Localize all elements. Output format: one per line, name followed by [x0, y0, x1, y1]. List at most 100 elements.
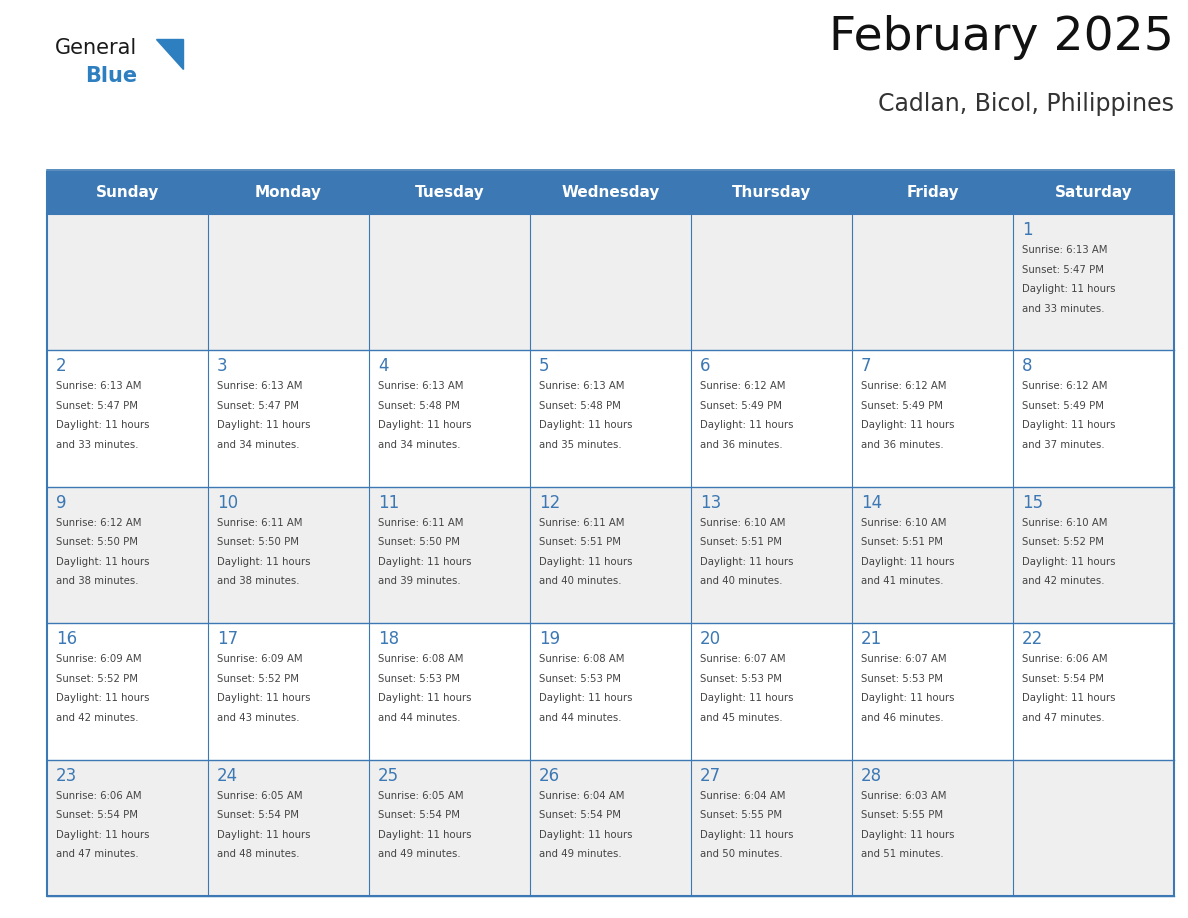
Text: Daylight: 11 hours: Daylight: 11 hours: [56, 693, 150, 703]
Text: Daylight: 11 hours: Daylight: 11 hours: [217, 830, 310, 840]
Bar: [1013, 487, 1174, 623]
Text: and 40 minutes.: and 40 minutes.: [539, 577, 621, 587]
Text: 5: 5: [539, 357, 550, 375]
Text: 17: 17: [217, 630, 238, 648]
Text: Thursday: Thursday: [732, 185, 811, 200]
Text: Daylight: 11 hours: Daylight: 11 hours: [378, 420, 472, 431]
Text: Friday: Friday: [906, 185, 959, 200]
Text: 22: 22: [1022, 630, 1043, 648]
Text: Sunset: 5:52 PM: Sunset: 5:52 PM: [217, 674, 299, 684]
Text: Sunset: 5:52 PM: Sunset: 5:52 PM: [56, 674, 138, 684]
Text: February 2025: February 2025: [829, 15, 1174, 60]
Bar: [369, 172, 530, 214]
Text: Daylight: 11 hours: Daylight: 11 hours: [539, 420, 632, 431]
Text: Sunset: 5:53 PM: Sunset: 5:53 PM: [539, 674, 621, 684]
Text: Daylight: 11 hours: Daylight: 11 hours: [217, 693, 310, 703]
Text: Sunset: 5:51 PM: Sunset: 5:51 PM: [861, 537, 943, 547]
Text: Sunrise: 6:12 AM: Sunrise: 6:12 AM: [700, 381, 785, 391]
Text: Sunrise: 6:10 AM: Sunrise: 6:10 AM: [861, 518, 947, 528]
Text: Sunrise: 6:09 AM: Sunrise: 6:09 AM: [56, 655, 141, 665]
Text: Daylight: 11 hours: Daylight: 11 hours: [217, 557, 310, 566]
Text: Sunset: 5:47 PM: Sunset: 5:47 PM: [1022, 264, 1104, 274]
Text: and 40 minutes.: and 40 minutes.: [700, 577, 783, 587]
Text: Blue: Blue: [86, 66, 137, 86]
Text: Daylight: 11 hours: Daylight: 11 hours: [56, 830, 150, 840]
Bar: [530, 214, 691, 351]
Bar: [530, 759, 691, 896]
Bar: [208, 351, 369, 487]
Text: Sunset: 5:54 PM: Sunset: 5:54 PM: [56, 810, 138, 820]
Bar: [208, 487, 369, 623]
Text: 14: 14: [861, 494, 883, 512]
Text: and 44 minutes.: and 44 minutes.: [539, 712, 621, 722]
Text: Sunrise: 6:11 AM: Sunrise: 6:11 AM: [217, 518, 303, 528]
Text: Daylight: 11 hours: Daylight: 11 hours: [378, 693, 472, 703]
Text: 10: 10: [217, 494, 238, 512]
Bar: [852, 214, 1013, 351]
Bar: [369, 214, 530, 351]
Text: Daylight: 11 hours: Daylight: 11 hours: [539, 557, 632, 566]
Text: Sunrise: 6:12 AM: Sunrise: 6:12 AM: [56, 518, 141, 528]
Text: 15: 15: [1022, 494, 1043, 512]
Text: 27: 27: [700, 767, 721, 785]
Text: Daylight: 11 hours: Daylight: 11 hours: [700, 557, 794, 566]
Text: Sunrise: 6:13 AM: Sunrise: 6:13 AM: [217, 381, 303, 391]
Text: Sunrise: 6:07 AM: Sunrise: 6:07 AM: [700, 655, 785, 665]
Bar: [48, 172, 1174, 896]
Text: and 36 minutes.: and 36 minutes.: [861, 440, 943, 450]
Text: Sunrise: 6:07 AM: Sunrise: 6:07 AM: [861, 655, 947, 665]
Text: Sunset: 5:54 PM: Sunset: 5:54 PM: [1022, 674, 1104, 684]
Text: and 36 minutes.: and 36 minutes.: [700, 440, 783, 450]
Text: 3: 3: [217, 357, 228, 375]
Bar: [852, 759, 1013, 896]
Bar: [852, 172, 1013, 214]
Text: Sunset: 5:54 PM: Sunset: 5:54 PM: [217, 810, 299, 820]
Bar: [530, 623, 691, 759]
Text: 26: 26: [539, 767, 560, 785]
Text: Daylight: 11 hours: Daylight: 11 hours: [700, 830, 794, 840]
Text: Sunrise: 6:10 AM: Sunrise: 6:10 AM: [700, 518, 785, 528]
Bar: [48, 351, 208, 487]
Text: Sunset: 5:53 PM: Sunset: 5:53 PM: [700, 674, 782, 684]
Text: and 47 minutes.: and 47 minutes.: [1022, 712, 1105, 722]
Bar: [208, 759, 369, 896]
Bar: [208, 172, 369, 214]
Text: and 48 minutes.: and 48 minutes.: [217, 849, 299, 859]
Text: Sunset: 5:55 PM: Sunset: 5:55 PM: [861, 810, 943, 820]
Text: 4: 4: [378, 357, 388, 375]
Text: and 33 minutes.: and 33 minutes.: [56, 440, 139, 450]
Text: and 37 minutes.: and 37 minutes.: [1022, 440, 1105, 450]
Text: 12: 12: [539, 494, 561, 512]
Text: Sunset: 5:49 PM: Sunset: 5:49 PM: [861, 401, 943, 411]
Text: Daylight: 11 hours: Daylight: 11 hours: [1022, 420, 1116, 431]
Bar: [530, 351, 691, 487]
Text: Sunset: 5:52 PM: Sunset: 5:52 PM: [1022, 537, 1104, 547]
Text: Daylight: 11 hours: Daylight: 11 hours: [378, 830, 472, 840]
Text: 20: 20: [700, 630, 721, 648]
Text: Sunset: 5:48 PM: Sunset: 5:48 PM: [539, 401, 621, 411]
Text: 7: 7: [861, 357, 872, 375]
Text: Daylight: 11 hours: Daylight: 11 hours: [539, 830, 632, 840]
Text: and 43 minutes.: and 43 minutes.: [217, 712, 299, 722]
Text: and 49 minutes.: and 49 minutes.: [539, 849, 621, 859]
Bar: [48, 623, 208, 759]
Text: Sunset: 5:48 PM: Sunset: 5:48 PM: [378, 401, 460, 411]
Text: Sunset: 5:55 PM: Sunset: 5:55 PM: [700, 810, 782, 820]
Text: Daylight: 11 hours: Daylight: 11 hours: [378, 557, 472, 566]
Bar: [208, 623, 369, 759]
Bar: [369, 487, 530, 623]
Text: 19: 19: [539, 630, 560, 648]
Text: Daylight: 11 hours: Daylight: 11 hours: [700, 420, 794, 431]
Text: and 45 minutes.: and 45 minutes.: [700, 712, 783, 722]
Bar: [48, 759, 208, 896]
Text: Sunrise: 6:03 AM: Sunrise: 6:03 AM: [861, 790, 947, 800]
Text: Daylight: 11 hours: Daylight: 11 hours: [539, 693, 632, 703]
Text: Daylight: 11 hours: Daylight: 11 hours: [861, 830, 954, 840]
Text: and 44 minutes.: and 44 minutes.: [378, 712, 461, 722]
Bar: [530, 487, 691, 623]
Bar: [1013, 759, 1174, 896]
Bar: [691, 214, 852, 351]
Bar: [691, 487, 852, 623]
Text: Cadlan, Bicol, Philippines: Cadlan, Bicol, Philippines: [878, 92, 1174, 116]
Text: and 38 minutes.: and 38 minutes.: [56, 577, 139, 587]
